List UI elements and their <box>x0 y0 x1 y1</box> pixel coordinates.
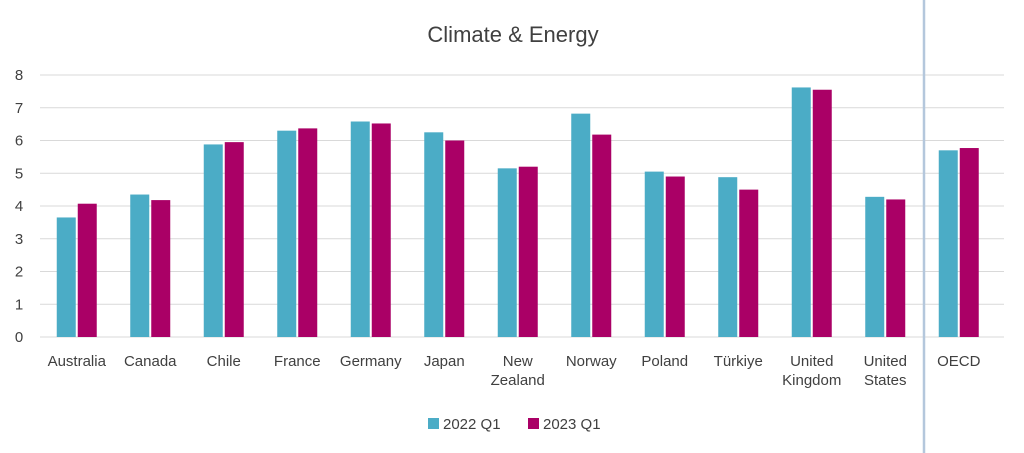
x-tick-label: New <box>503 353 533 370</box>
bar-t-rkiye-2023-q1 <box>739 189 759 337</box>
legend-swatch-2022-q1 <box>428 418 439 429</box>
bar-oecd-2022-q1 <box>938 150 958 337</box>
bar-japan-2022-q1 <box>424 132 444 337</box>
bar-japan-2023-q1 <box>445 140 465 337</box>
bar-chile-2023-q1 <box>224 142 244 337</box>
bar-norway-2023-q1 <box>592 134 612 337</box>
bar-canada-2022-q1 <box>130 194 150 337</box>
bar-france-2022-q1 <box>277 130 297 337</box>
y-tick-label-2: 2 <box>15 264 23 281</box>
legend-label-2022-q1: 2022 Q1 <box>443 416 501 433</box>
bar-france-2023-q1 <box>298 128 318 337</box>
x-tick-label: France <box>274 353 321 370</box>
legend-label-2023-q1: 2023 Q1 <box>543 416 601 433</box>
bar-poland-2023-q1 <box>665 176 685 337</box>
bar-oecd-2023-q1 <box>959 148 979 337</box>
x-tick-label: Poland <box>641 353 688 370</box>
bar-canada-2023-q1 <box>151 200 171 337</box>
x-tick-label: Kingdom <box>782 372 841 389</box>
bar-t-rkiye-2022-q1 <box>718 177 738 337</box>
legend-swatch-2023-q1 <box>528 418 539 429</box>
x-tick-label: OECD <box>937 353 981 370</box>
bar-new-zealand-2023-q1 <box>518 166 538 337</box>
y-tick-label-1: 1 <box>15 296 23 313</box>
bar-united-kingdom-2023-q1 <box>812 89 832 337</box>
x-tick-label: United <box>864 353 907 370</box>
y-tick-label-8: 8 <box>15 67 23 84</box>
x-tick-label: Canada <box>124 353 177 370</box>
bar-new-zealand-2022-q1 <box>497 168 517 337</box>
bar-united-states-2023-q1 <box>886 199 906 337</box>
x-tick-label: Chile <box>207 353 241 370</box>
x-tick-label: Germany <box>340 353 402 370</box>
bar-australia-2023-q1 <box>77 203 97 337</box>
bar-germany-2022-q1 <box>350 121 370 337</box>
bar-chile-2022-q1 <box>203 144 223 337</box>
y-tick-label-4: 4 <box>15 198 23 215</box>
x-tick-label: United <box>790 353 833 370</box>
bar-germany-2023-q1 <box>371 123 391 337</box>
x-tick-label: States <box>864 372 907 389</box>
bar-united-states-2022-q1 <box>865 196 885 337</box>
bar-poland-2022-q1 <box>644 171 664 337</box>
x-tick-label: Japan <box>424 353 465 370</box>
x-tick-label: Australia <box>48 353 107 370</box>
y-tick-label-3: 3 <box>15 231 23 248</box>
chart-title: Climate & Energy <box>427 22 598 47</box>
y-tick-label-6: 6 <box>15 133 23 150</box>
bar-united-kingdom-2022-q1 <box>791 87 811 337</box>
bar-australia-2022-q1 <box>56 217 76 337</box>
bar-norway-2022-q1 <box>571 113 591 338</box>
y-tick-label-7: 7 <box>15 100 23 117</box>
x-tick-label: Türkiye <box>714 353 763 370</box>
y-tick-label-5: 5 <box>15 165 23 182</box>
y-tick-label-0: 0 <box>15 329 23 346</box>
x-tick-label: Norway <box>566 353 617 370</box>
x-tick-label: Zealand <box>491 372 545 389</box>
